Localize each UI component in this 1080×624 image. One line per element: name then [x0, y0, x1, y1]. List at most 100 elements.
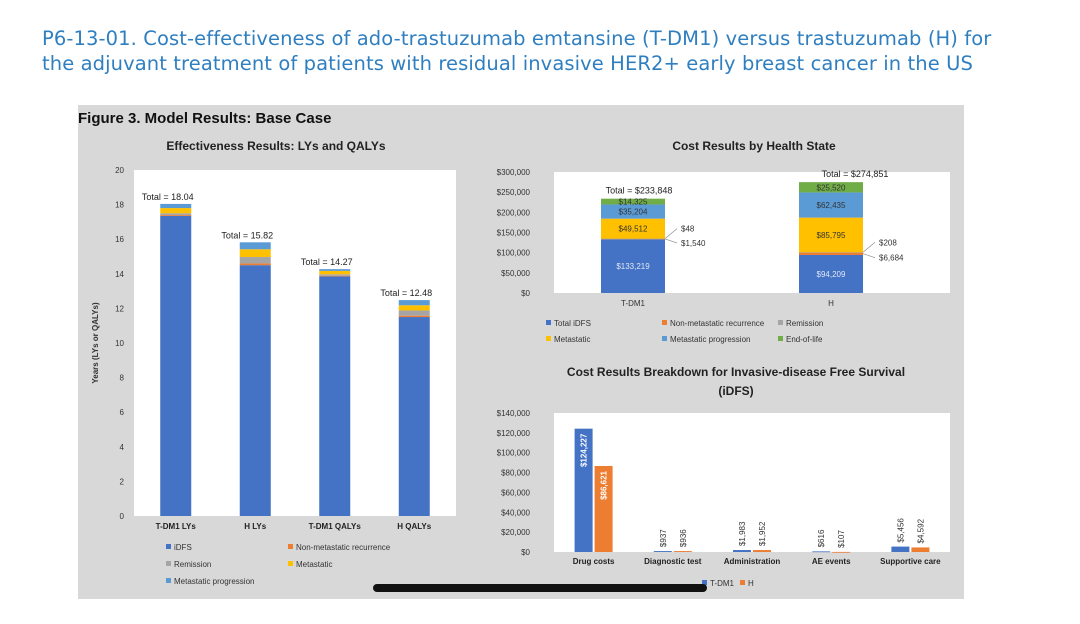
bar [733, 550, 751, 552]
data-label: $6,684 [879, 254, 904, 263]
y-axis-label: Years (LYs or QALYs) [91, 302, 100, 384]
y-tick-label: $300,000 [497, 168, 531, 177]
leader-line [862, 242, 876, 253]
data-label: $937 [659, 529, 668, 547]
bar-segment [160, 203, 192, 209]
legend-swatch [166, 561, 171, 566]
bar [594, 465, 613, 552]
y-tick-label: $200,000 [497, 208, 531, 217]
bar-segment [239, 265, 271, 516]
y-tick-label: 18 [115, 201, 124, 210]
chart-title: Effectiveness Results: LYs and QALYs [166, 139, 386, 153]
legend-swatch [288, 544, 293, 549]
bar-segment [601, 218, 665, 239]
plot-area [554, 413, 950, 552]
legend-label: T-DM1 [710, 579, 735, 588]
cost-health-state-chart: Cost Results by Health State $0 $50,000 $10… [474, 132, 962, 354]
data-label: $48 [681, 225, 695, 234]
y-tick-label: 0 [120, 512, 125, 521]
y-tick-label: 10 [115, 339, 124, 348]
x-tick-label: Supportive care [880, 557, 941, 566]
legend-label: Metastatic progression [174, 577, 254, 586]
chart-title: Cost Results by Health State [672, 139, 836, 153]
home-indicator-bar[interactable] [373, 584, 707, 592]
data-label: $14,325 [619, 198, 648, 207]
data-label: $35,204 [619, 208, 648, 217]
data-label: $936 [679, 529, 688, 547]
bar [911, 547, 930, 552]
y-tick-label: $150,000 [497, 229, 531, 238]
y-tick-label: 2 [120, 477, 125, 486]
total-label: Total = $274,851 [822, 169, 889, 179]
legend-label: Non-metastatic recurrence [670, 319, 765, 328]
data-label: $1,952 [758, 521, 767, 546]
bar-segment [601, 198, 665, 205]
y-tick-label: $0 [521, 289, 530, 298]
bar [673, 551, 692, 552]
x-tick-label: Diagnostic test [644, 557, 702, 566]
effectiveness-chart: Effectiveness Results: LYs and QALYs 0 2 4 6… [86, 132, 468, 596]
x-tick-label: T-DM1 LYs [156, 522, 197, 531]
y-tick-label: 4 [120, 443, 125, 452]
bar [891, 546, 910, 552]
chart-title-line-1: Cost Results Breakdown for Invasive-dise… [567, 365, 905, 379]
bar-segment [799, 252, 863, 256]
bar-segment [799, 252, 863, 253]
x-tick-label: H [828, 299, 834, 308]
legend-label: Metastatic progression [670, 335, 750, 344]
x-tick-label: H LYs [244, 522, 266, 531]
legend-label: Metastatic [296, 560, 332, 569]
legend-swatch [546, 336, 551, 341]
data-label: $25,520 [817, 183, 846, 192]
legend-swatch [778, 320, 783, 325]
leader-line [664, 228, 678, 239]
y-tick-label: $140,000 [497, 409, 531, 418]
legend-label: Metastatic [554, 335, 590, 344]
y-tick-label: $0 [521, 548, 530, 557]
leader-line [862, 253, 876, 258]
y-tick-label: $20,000 [501, 528, 530, 537]
legend-swatch [702, 580, 707, 585]
bar-segment [319, 275, 351, 277]
bar-segment [160, 215, 192, 516]
legend-swatch [546, 320, 551, 325]
bar-segment [319, 269, 351, 271]
bar-segment [239, 242, 271, 250]
y-tick-label: $40,000 [501, 508, 530, 517]
y-tick-label: 14 [115, 270, 124, 279]
bar-segment [160, 214, 192, 216]
x-tick-label: T-DM1 [621, 299, 646, 308]
legend-swatch [778, 336, 783, 341]
legend-label: H [748, 579, 754, 588]
bar-segment [239, 257, 271, 264]
bar-segment [601, 239, 665, 293]
legend-swatch [166, 544, 171, 549]
legend-swatch [662, 336, 667, 341]
bar-segment [799, 192, 863, 218]
bar-segment [319, 276, 351, 516]
legend-label: iDFS [174, 543, 192, 552]
bar-segment [239, 263, 271, 266]
bar [812, 551, 831, 553]
y-tick-label: 16 [115, 235, 124, 244]
legend-label: Non-metastatic recurrence [296, 543, 391, 552]
y-tick-label: $120,000 [497, 429, 531, 438]
data-label: $5,456 [896, 518, 905, 543]
data-label: $94,209 [817, 270, 846, 279]
legend-label: End-of-life [786, 335, 823, 344]
x-tick-label: Administration [724, 557, 781, 566]
bar [832, 551, 851, 553]
legend-label: Total iDFS [554, 319, 591, 328]
y-tick-label: $100,000 [497, 249, 531, 258]
data-label: $86,621 [600, 470, 609, 499]
y-tick-label: 20 [115, 166, 124, 175]
data-label: $1,540 [681, 239, 706, 248]
chart-title-line-2: (iDFS) [718, 384, 753, 398]
y-tick-label: $50,000 [501, 269, 530, 278]
x-tick-label: Drug costs [573, 557, 615, 566]
data-label: $49,512 [619, 225, 648, 234]
bar-segment [799, 182, 863, 193]
bar-segment [799, 255, 863, 293]
page-title: P6-13-01. Cost-effectiveness of ado-tras… [42, 26, 1062, 76]
bar [653, 551, 672, 552]
